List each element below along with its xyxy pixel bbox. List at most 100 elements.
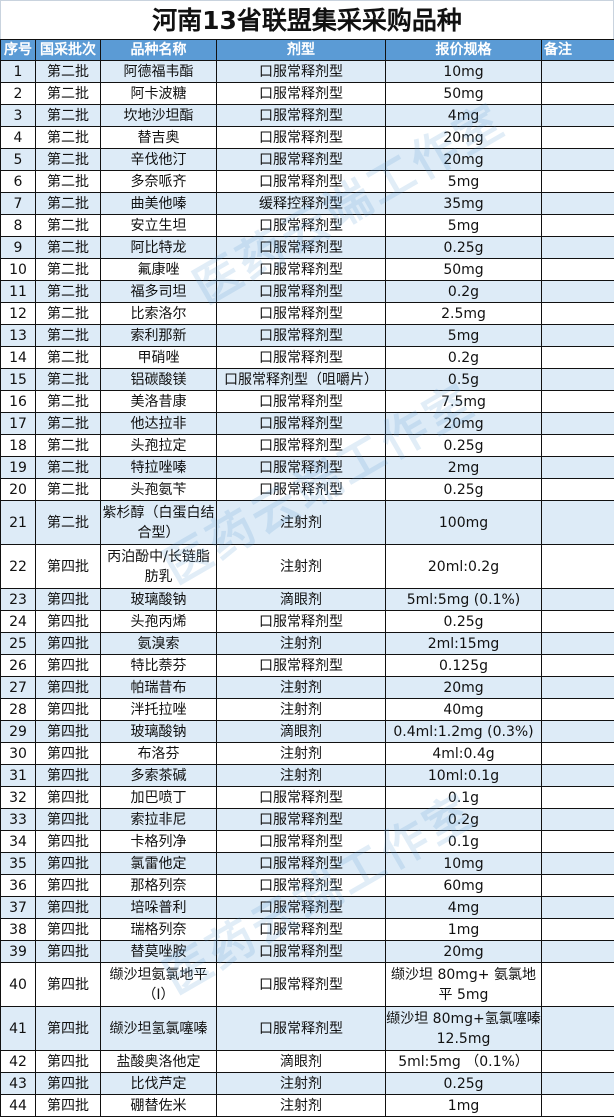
cell-batch: 第四批 (36, 919, 101, 941)
cell-index: 33 (1, 809, 36, 831)
cell-name: 泮托拉唑 (101, 699, 217, 721)
cell-batch: 第四批 (36, 809, 101, 831)
cell-index: 38 (1, 919, 36, 941)
cell-name: 头孢氨苄 (101, 479, 217, 501)
cell-dosage-form: 口服常释剂型 (217, 83, 386, 105)
cell-batch: 第四批 (36, 633, 101, 655)
cell-remark (542, 369, 614, 391)
cell-name: 那格列奈 (101, 875, 217, 897)
cell-name: 卡格列净 (101, 831, 217, 853)
cell-spec: 0.25g (386, 479, 542, 501)
cell-index: 23 (1, 589, 36, 611)
cell-index: 8 (1, 215, 36, 237)
cell-remark (542, 237, 614, 259)
cell-name: 氨溴索 (101, 633, 217, 655)
cell-batch: 第四批 (36, 875, 101, 897)
cell-remark (542, 919, 614, 941)
cell-spec: 缬沙坦 80mg+氢氯噻嗪12.5mg (386, 1007, 542, 1051)
cell-name: 培哚普利 (101, 897, 217, 919)
cell-batch: 第四批 (36, 743, 101, 765)
cell-batch: 第二批 (36, 457, 101, 479)
cell-batch: 第二批 (36, 193, 101, 215)
cell-remark (542, 897, 614, 919)
cell-index: 4 (1, 127, 36, 149)
cell-name: 比伐芦定 (101, 1073, 217, 1095)
col-header-spec: 报价规格 (386, 40, 542, 61)
cell-index: 20 (1, 479, 36, 501)
cell-index: 19 (1, 457, 36, 479)
cell-remark (542, 149, 614, 171)
cell-batch: 第二批 (36, 259, 101, 281)
cell-index: 30 (1, 743, 36, 765)
cell-spec: 0.25g (386, 237, 542, 259)
cell-remark (542, 83, 614, 105)
cell-remark (542, 677, 614, 699)
cell-index: 41 (1, 1007, 36, 1051)
cell-dosage-form: 口服常释剂型 (217, 611, 386, 633)
cell-spec: 0.2g (386, 809, 542, 831)
cell-spec: 5mg (386, 171, 542, 193)
cell-dosage-form: 口服常释剂型 (217, 347, 386, 369)
cell-remark (542, 765, 614, 787)
cell-dosage-form: 注射剂 (217, 743, 386, 765)
cell-index: 16 (1, 391, 36, 413)
cell-dosage-form: 口服常释剂型 (217, 831, 386, 853)
cell-dosage-form: 口服常释剂型 (217, 963, 386, 1007)
cell-spec: 35mg (386, 193, 542, 215)
cell-dosage-form: 口服常释剂型 (217, 237, 386, 259)
cell-name: 玻璃酸钠 (101, 721, 217, 743)
cell-spec: 0.25g (386, 1073, 542, 1095)
cell-batch: 第四批 (36, 677, 101, 699)
cell-spec: 2ml:15mg (386, 633, 542, 655)
cell-batch: 第四批 (36, 545, 101, 589)
cell-name: 索利那新 (101, 325, 217, 347)
page-title: 河南13省联盟集采采购品种 (0, 0, 614, 39)
cell-dosage-form: 注射剂 (217, 765, 386, 787)
cell-dosage-form: 注射剂 (217, 699, 386, 721)
cell-index: 11 (1, 281, 36, 303)
cell-batch: 第四批 (36, 1095, 101, 1117)
cell-name: 缬沙坦氢氯噻嗪 (101, 1007, 217, 1051)
cell-index: 34 (1, 831, 36, 853)
cell-remark (542, 303, 614, 325)
cell-spec: 0.5g (386, 369, 542, 391)
cell-dosage-form: 口服常释剂型 (217, 303, 386, 325)
cell-spec: 20ml:0.2g (386, 545, 542, 589)
col-header-dosage-form: 剂型 (217, 40, 386, 61)
cell-dosage-form: 口服常释剂型 (217, 215, 386, 237)
cell-dosage-form: 口服常释剂型 (217, 941, 386, 963)
cell-batch: 第二批 (36, 479, 101, 501)
cell-name: 多奈哌齐 (101, 171, 217, 193)
cell-batch: 第四批 (36, 941, 101, 963)
cell-spec: 4ml:0.4g (386, 743, 542, 765)
cell-remark (542, 941, 614, 963)
cell-index: 2 (1, 83, 36, 105)
cell-name: 加巴喷丁 (101, 787, 217, 809)
cell-index: 24 (1, 611, 36, 633)
cell-name: 氟康唑 (101, 259, 217, 281)
cell-index: 26 (1, 655, 36, 677)
cell-dosage-form: 注射剂 (217, 633, 386, 655)
cell-index: 37 (1, 897, 36, 919)
cell-dosage-form: 滴眼剂 (217, 589, 386, 611)
cell-batch: 第四批 (36, 831, 101, 853)
cell-batch: 第二批 (36, 369, 101, 391)
cell-spec: 10mg (386, 853, 542, 875)
cell-index: 21 (1, 501, 36, 545)
